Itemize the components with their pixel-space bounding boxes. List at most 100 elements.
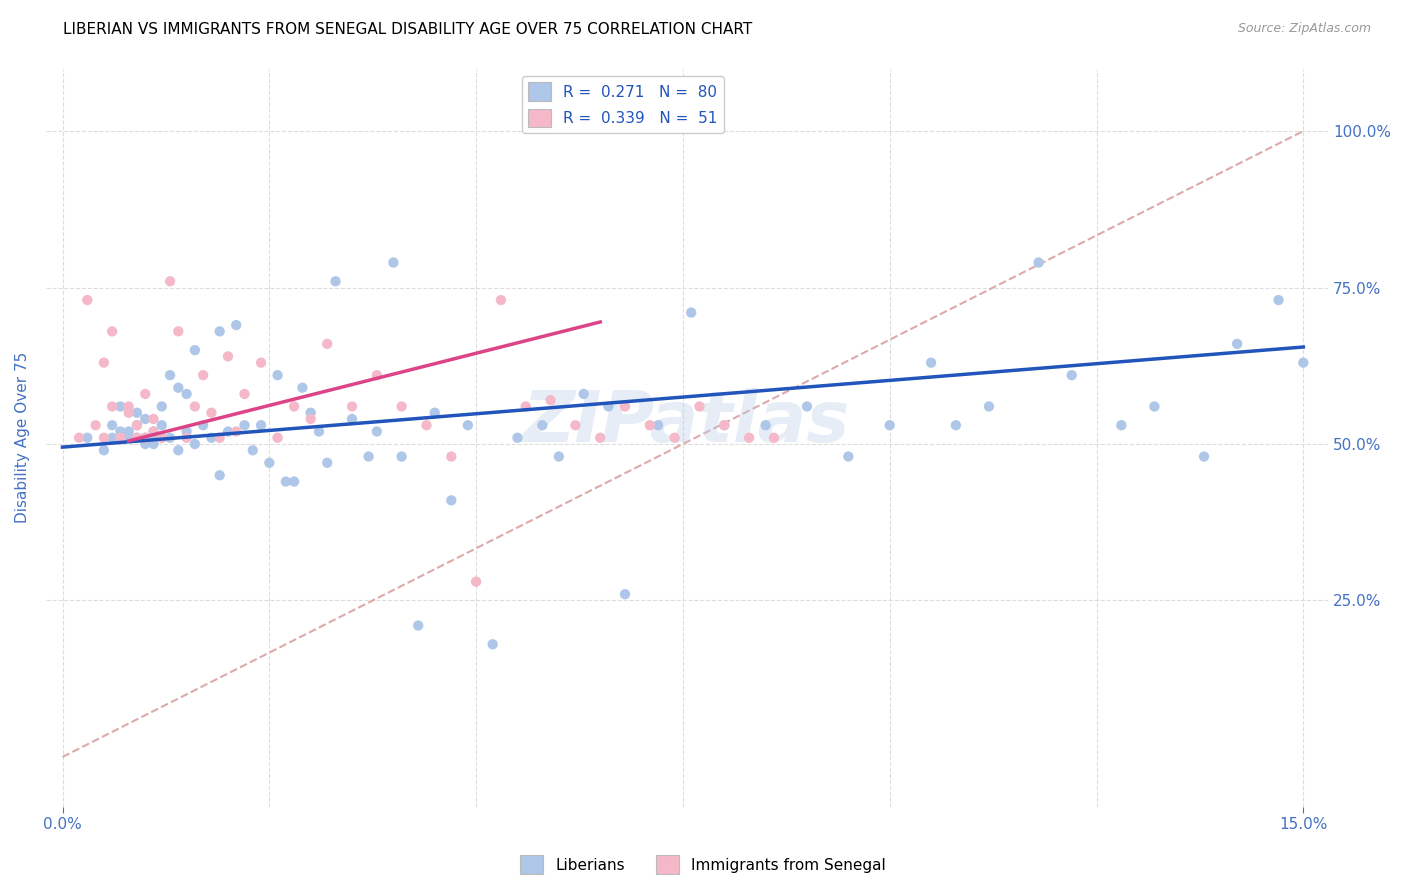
- Point: [945, 418, 967, 433]
- Point: [67, 431, 90, 445]
- Point: [176, 387, 198, 401]
- Point: [142, 431, 165, 445]
- Point: [150, 431, 173, 445]
- Point: [598, 400, 620, 414]
- Point: [200, 431, 222, 445]
- Point: [316, 337, 339, 351]
- Point: [134, 431, 156, 445]
- Point: [283, 475, 305, 489]
- Point: [647, 418, 669, 433]
- Point: [84, 418, 107, 433]
- Point: [457, 418, 479, 433]
- Point: [506, 431, 529, 445]
- Point: [167, 443, 190, 458]
- Point: [489, 293, 512, 307]
- Point: [76, 431, 98, 445]
- Point: [101, 418, 124, 433]
- Point: [200, 406, 222, 420]
- Text: Source: ZipAtlas.com: Source: ZipAtlas.com: [1237, 22, 1371, 36]
- Point: [638, 418, 661, 433]
- Point: [762, 431, 785, 445]
- Point: [299, 412, 322, 426]
- Point: [259, 456, 281, 470]
- Point: [440, 493, 463, 508]
- Point: [118, 406, 141, 420]
- Point: [366, 368, 388, 383]
- Point: [134, 431, 156, 445]
- Point: [681, 305, 703, 319]
- Point: [176, 431, 198, 445]
- Point: [531, 418, 554, 433]
- Point: [125, 431, 148, 445]
- Point: [101, 324, 124, 338]
- Point: [142, 412, 165, 426]
- Point: [167, 381, 190, 395]
- Point: [406, 618, 429, 632]
- Legend: R =  0.271   N =  80, R =  0.339   N =  51: R = 0.271 N = 80, R = 0.339 N = 51: [522, 76, 724, 133]
- Point: [242, 443, 264, 458]
- Point: [233, 418, 256, 433]
- Point: [977, 400, 1000, 414]
- Point: [142, 437, 165, 451]
- Point: [101, 400, 124, 414]
- Point: [118, 431, 141, 445]
- Point: [250, 418, 273, 433]
- Point: [391, 450, 413, 464]
- Point: [547, 450, 569, 464]
- Point: [540, 393, 562, 408]
- Point: [184, 400, 207, 414]
- Point: [316, 456, 339, 470]
- Point: [357, 450, 380, 464]
- Point: [93, 443, 115, 458]
- Point: [266, 431, 288, 445]
- Point: [423, 406, 446, 420]
- Point: [134, 437, 156, 451]
- Point: [366, 425, 388, 439]
- Point: [299, 406, 322, 420]
- Point: [142, 425, 165, 439]
- Point: [167, 324, 190, 338]
- Point: [440, 450, 463, 464]
- Point: [415, 418, 437, 433]
- Point: [110, 431, 132, 445]
- Point: [755, 418, 778, 433]
- Point: [920, 356, 942, 370]
- Point: [225, 318, 247, 332]
- Point: [796, 400, 818, 414]
- Point: [340, 412, 363, 426]
- Text: LIBERIAN VS IMMIGRANTS FROM SENEGAL DISABILITY AGE OVER 75 CORRELATION CHART: LIBERIAN VS IMMIGRANTS FROM SENEGAL DISA…: [63, 22, 752, 37]
- Point: [291, 381, 314, 395]
- Point: [217, 350, 239, 364]
- Point: [614, 400, 637, 414]
- Point: [142, 425, 165, 439]
- Text: ZIPatlas: ZIPatlas: [523, 389, 851, 458]
- Point: [208, 324, 231, 338]
- Point: [1192, 450, 1215, 464]
- Point: [150, 400, 173, 414]
- Point: [101, 431, 124, 445]
- Point: [614, 587, 637, 601]
- Point: [184, 343, 207, 358]
- Point: [738, 431, 761, 445]
- Point: [1267, 293, 1289, 307]
- Point: [664, 431, 686, 445]
- Point: [1143, 400, 1166, 414]
- Point: [564, 418, 586, 433]
- Point: [125, 406, 148, 420]
- Point: [481, 637, 503, 651]
- Point: [191, 418, 214, 433]
- Y-axis label: Disability Age Over 75: Disability Age Over 75: [15, 352, 30, 524]
- Point: [572, 387, 595, 401]
- Point: [382, 255, 405, 269]
- Point: [713, 418, 735, 433]
- Point: [589, 431, 612, 445]
- Point: [159, 368, 181, 383]
- Point: [1226, 337, 1249, 351]
- Point: [118, 425, 141, 439]
- Point: [110, 425, 132, 439]
- Legend: Liberians, Immigrants from Senegal: Liberians, Immigrants from Senegal: [515, 849, 891, 880]
- Point: [134, 387, 156, 401]
- Point: [184, 437, 207, 451]
- Point: [110, 431, 132, 445]
- Point: [391, 400, 413, 414]
